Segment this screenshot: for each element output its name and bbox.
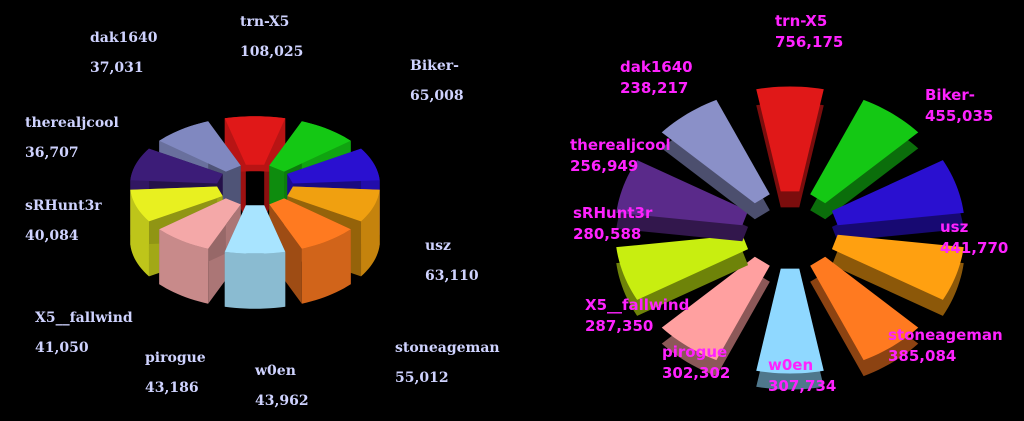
- value-usz: 441,770: [940, 239, 1008, 257]
- label-pirogue: pirogue: [662, 343, 727, 361]
- value-usz: 63,110: [425, 268, 479, 284]
- label-pirogue: pirogue: [145, 350, 206, 366]
- label-dak1640: dak1640: [90, 30, 158, 46]
- value-dak1640: 37,031: [90, 60, 144, 76]
- slice-w0en: [810, 256, 919, 377]
- slice-pirogue: [224, 205, 286, 309]
- slice-biker: [810, 99, 919, 220]
- value-x5-fallwind: 41,050: [35, 340, 89, 356]
- label-w0en: w0en: [768, 356, 813, 374]
- value-trn-x5: 108,025: [240, 44, 303, 60]
- label-trn-x5: trn-X5: [775, 12, 827, 30]
- value-w0en: 43,962: [255, 393, 309, 409]
- value-srhunt3r: 280,588: [573, 225, 641, 243]
- label-therealjcool: therealjcool: [570, 136, 671, 154]
- label-dak1640: dak1640: [620, 58, 693, 76]
- slice-srhunt3r: [616, 234, 749, 316]
- value-therealjcool: 256,949: [570, 157, 638, 175]
- value-stoneageman: 55,012: [395, 370, 449, 386]
- label-srhunt3r: sRHunt3r: [25, 198, 102, 214]
- slice-trn-x5: [756, 86, 824, 208]
- right-pie-chart: trn-X5 756,175 Biker- 455,035 usz 441,770 ston…: [570, 12, 1008, 395]
- slice-w0en: [269, 198, 351, 304]
- slice-x5-fallwind: [159, 198, 241, 304]
- value-w0en: 307,734: [768, 377, 836, 395]
- value-dak1640: 238,217: [620, 79, 688, 97]
- label-usz: usz: [940, 218, 969, 236]
- label-biker: Biker-: [925, 86, 975, 104]
- slice-usz: [831, 160, 964, 242]
- label-stoneageman: stoneageman: [395, 340, 500, 356]
- value-therealjcool: 36,707: [25, 145, 79, 161]
- label-x5-fallwind: X5__fallwind: [35, 310, 133, 326]
- value-trn-x5: 756,175: [775, 33, 843, 51]
- value-pirogue: 43,186: [145, 380, 199, 396]
- left-pie-chart: trn-X5 108,025 Biker- 65,008 usz 63,110 stonea…: [25, 14, 500, 409]
- label-usz: usz: [425, 238, 451, 254]
- label-biker: Biker-: [410, 58, 459, 74]
- value-x5-fallwind: 287,350: [585, 317, 653, 335]
- slice-therealjcool: [616, 160, 749, 242]
- slice-stoneageman: [831, 234, 964, 316]
- slice-pirogue: [756, 268, 824, 390]
- slice-x5-fallwind: [661, 256, 770, 377]
- value-stoneageman: 385,084: [888, 347, 956, 365]
- label-w0en: w0en: [254, 363, 296, 379]
- value-biker: 455,035: [925, 107, 993, 125]
- label-therealjcool: therealjcool: [25, 115, 119, 131]
- label-x5-fallwind: X5__fallwind: [585, 296, 689, 314]
- value-biker: 65,008: [410, 88, 464, 104]
- label-trn-x5: trn-X5: [240, 14, 289, 30]
- label-stoneageman: stoneageman: [888, 326, 1003, 344]
- value-srhunt3r: 40,084: [25, 228, 79, 244]
- label-srhunt3r: sRHunt3r: [573, 204, 653, 222]
- value-pirogue: 302,302: [662, 364, 730, 382]
- slice-dak1640: [661, 99, 770, 220]
